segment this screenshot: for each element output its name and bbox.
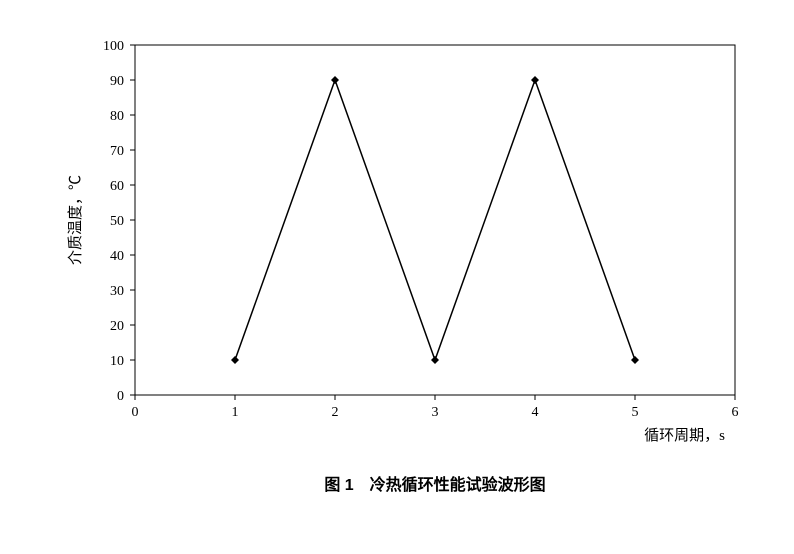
data-line xyxy=(235,80,635,360)
y-tick-label: 90 xyxy=(110,74,124,89)
chart-caption: 图 1 冷热循环性能试验波形图 xyxy=(324,475,545,494)
x-tick-label: 6 xyxy=(732,405,739,420)
data-marker xyxy=(631,356,639,364)
x-tick-label: 2 xyxy=(332,405,339,420)
y-tick-label: 10 xyxy=(110,354,124,369)
y-tick-label: 50 xyxy=(110,214,124,229)
x-tick-label: 0 xyxy=(132,405,139,420)
y-tick-label: 100 xyxy=(103,39,124,54)
y-tick-label: 20 xyxy=(110,319,124,334)
x-tick-label: 5 xyxy=(632,405,639,420)
plot-border xyxy=(135,45,735,395)
data-marker xyxy=(331,76,339,84)
x-tick-label: 4 xyxy=(532,405,539,420)
y-tick-label: 70 xyxy=(110,144,124,159)
y-axis-label: 介质温度，℃ xyxy=(67,175,84,265)
y-tick-label: 0 xyxy=(117,389,124,404)
data-marker xyxy=(531,76,539,84)
y-tick-label: 80 xyxy=(110,109,124,124)
y-tick-label: 60 xyxy=(110,179,124,194)
data-marker xyxy=(231,356,239,364)
x-tick-label: 1 xyxy=(232,405,239,420)
y-tick-label: 40 xyxy=(110,249,124,264)
x-axis-label: 循环周期，s xyxy=(644,427,725,444)
y-tick-label: 30 xyxy=(110,284,124,299)
data-marker xyxy=(431,356,439,364)
x-tick-label: 3 xyxy=(432,405,439,420)
chart-svg: 01234560102030405060708090100介质温度，℃循环周期，… xyxy=(20,20,794,534)
chart-container: 01234560102030405060708090100介质温度，℃循环周期，… xyxy=(20,20,794,534)
